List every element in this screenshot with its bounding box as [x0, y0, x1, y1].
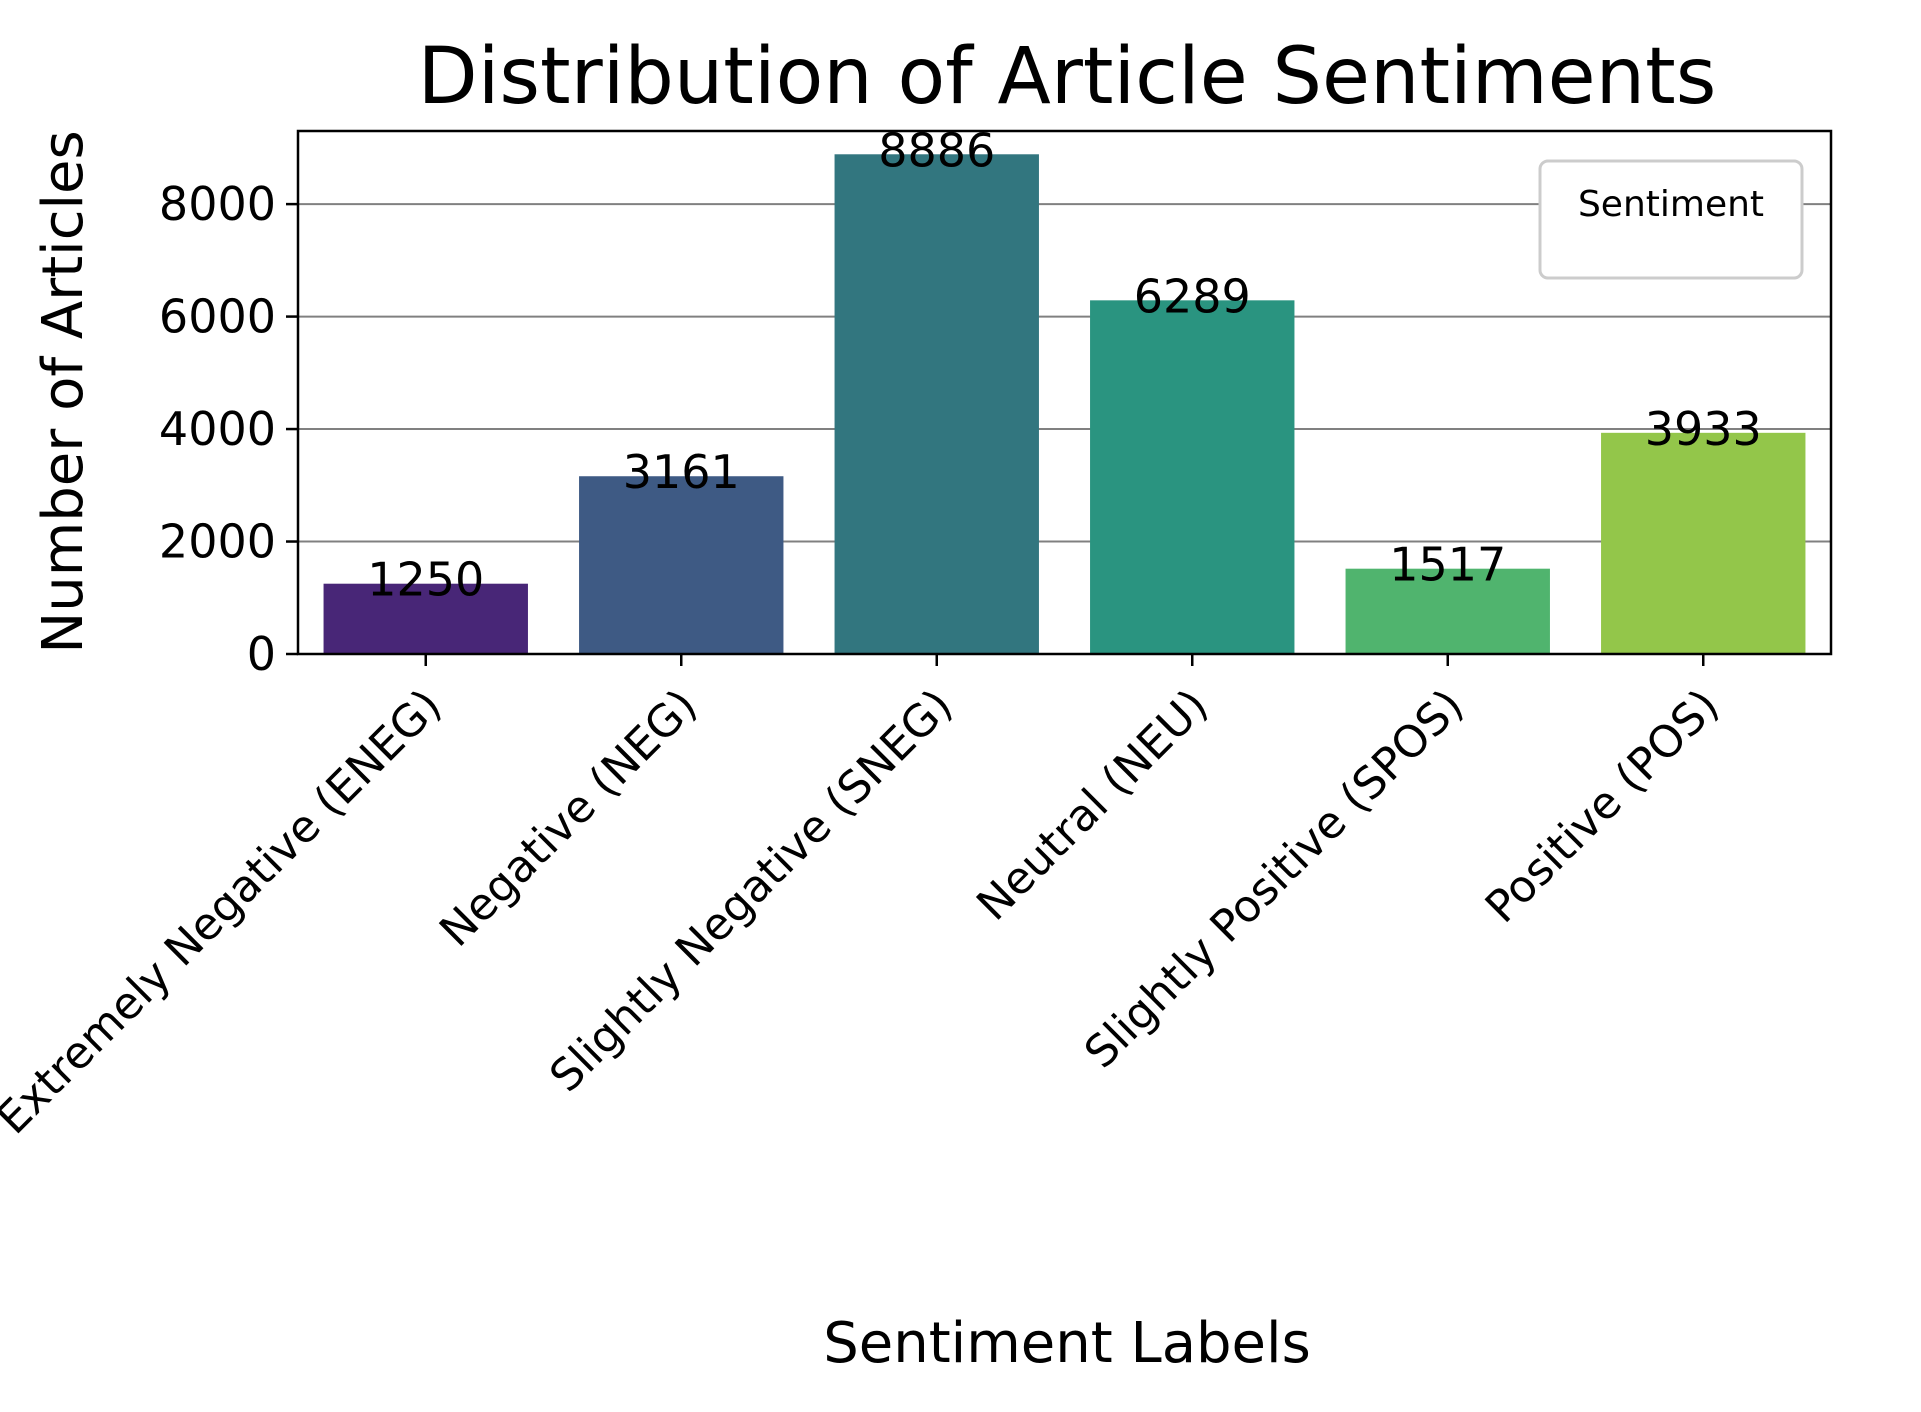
x-tick-label: Extremely Negative (ENEG): [0, 680, 452, 1144]
y-tick-label: 8000: [159, 177, 276, 231]
x-axis-label: Sentiment Labels: [823, 1311, 1311, 1376]
x-axis-ticks: Extremely Negative (ENEG)Negative (NEG)S…: [0, 654, 1729, 1144]
y-tick-label: 2000: [159, 515, 276, 569]
bar: [1090, 300, 1295, 654]
bar-value-label: 8886: [878, 123, 995, 177]
y-axis-ticks: 0 2000 4000 6000 8000: [159, 177, 298, 681]
x-tick-label: Negative (NEG): [430, 680, 707, 957]
bar: [1601, 432, 1806, 654]
x-tick-label: Slightly Negative (SNEG): [540, 680, 962, 1102]
y-axis-label: Number of Articles: [31, 130, 96, 653]
bar-value-label: 1517: [1389, 538, 1506, 592]
bar-value-label: 1250: [367, 553, 484, 607]
legend-title: Sentiment: [1578, 184, 1764, 225]
y-tick-label: 4000: [159, 402, 276, 456]
bar-value-label: 6289: [1134, 269, 1251, 323]
plot-frame: [296, 129, 1833, 656]
bar-value-label: 3161: [623, 445, 740, 499]
legend-box: [1538, 159, 1804, 280]
x-tick-label: Neutral (NEU): [967, 680, 1218, 931]
bar-value-label: 3933: [1645, 402, 1762, 456]
y-tick-label: 6000: [159, 290, 276, 344]
bar: [579, 476, 784, 654]
chart-title: Distribution of Article Sentiments: [418, 32, 1717, 122]
bars: [323, 154, 1806, 655]
y-tick-label: 0: [247, 627, 276, 681]
bar: [1345, 568, 1550, 654]
bar: [834, 154, 1039, 655]
bar: [323, 583, 528, 654]
bar-data-labels: 1250 3161 8886 6289 1517 3933: [367, 123, 1762, 606]
x-tick-label: Positive (POS): [1476, 680, 1729, 933]
legend: Sentiment: [1538, 159, 1804, 280]
